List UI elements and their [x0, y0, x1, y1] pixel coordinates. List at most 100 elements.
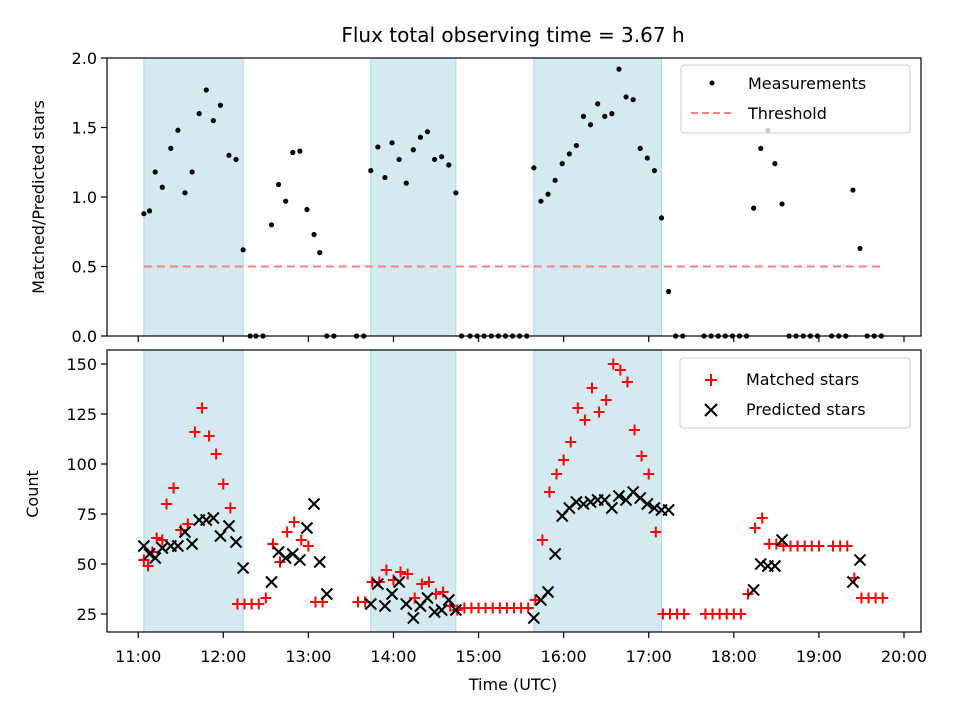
matched-star-point: [395, 566, 407, 578]
matched-star-point: [203, 430, 215, 442]
top-x-ticks: [137, 336, 905, 342]
predicted-star-point: [577, 497, 590, 511]
matched-star-point: [451, 604, 463, 616]
bottom-shaded-bands: [143, 349, 662, 633]
x-tick-label: 18:00: [711, 647, 757, 666]
measurement-point: [623, 94, 629, 100]
measurement-point: [146, 208, 153, 214]
measurement-point: [168, 145, 174, 151]
y-tick-label: 100: [66, 455, 97, 474]
measurement-points: [141, 66, 884, 339]
matched-star-point: [551, 468, 563, 480]
matched-star-points: [138, 358, 889, 620]
predicted-star-point: [853, 553, 867, 567]
measurement-point: [268, 222, 275, 228]
measurement-point: [382, 174, 388, 181]
shaded-band: [533, 57, 662, 337]
measurement-point: [410, 147, 416, 153]
predicted-star-point: [149, 551, 162, 565]
measurement-point: [297, 148, 303, 154]
measurement-point: [304, 206, 310, 213]
predicted-star-point: [442, 593, 455, 607]
matched-star-point: [260, 592, 272, 604]
x-tick-label: 11:00: [115, 647, 161, 666]
matched-star-point: [529, 594, 541, 606]
matched-star-point: [288, 516, 300, 528]
measurement-point: [431, 156, 438, 163]
y-tick-label: 0.5: [72, 258, 97, 277]
predicted-star-point: [178, 525, 192, 539]
matched-star-point: [274, 556, 286, 568]
legend-measurements-marker: [709, 80, 715, 86]
predicted-star-point: [279, 551, 292, 565]
matched-star-point: [138, 554, 150, 566]
measurement-point: [141, 211, 147, 217]
measurement-point: [317, 250, 323, 256]
predicted-star-point: [570, 495, 583, 509]
legend-predicted-label: Predicted stars: [746, 400, 866, 419]
measurement-point: [857, 245, 863, 252]
predicted-star-point: [143, 547, 156, 561]
predicted-star-point: [747, 583, 760, 597]
matched-star-point: [224, 502, 236, 514]
matched-star-point: [813, 540, 825, 552]
predicted-star-point: [229, 535, 243, 549]
predicted-star-point: [385, 587, 399, 601]
measurement-point: [651, 167, 657, 174]
measurement-point: [751, 205, 757, 211]
shaded-band: [143, 57, 244, 337]
predicted-star-point: [293, 553, 307, 567]
measurement-point: [368, 167, 374, 174]
measurement-point: [453, 190, 459, 196]
predicted-star-point: [171, 539, 185, 553]
matched-star-point: [579, 414, 591, 426]
x-tick-label: 13:00: [285, 647, 331, 666]
y-tick-label: 50: [77, 555, 97, 574]
measurement-point: [850, 187, 856, 193]
predicted-star-point: [407, 611, 420, 625]
bottom-y-axis-label: Count: [23, 470, 42, 518]
matched-star-point: [565, 436, 577, 448]
matched-star-point: [161, 498, 173, 510]
predicted-star-point: [548, 547, 562, 561]
measurement-point: [375, 144, 381, 150]
measurement-point: [552, 177, 558, 183]
measurement-point: [210, 117, 216, 124]
measurement-point: [403, 180, 409, 186]
legend-measurements-label: Measurements: [748, 74, 866, 93]
matched-star-point: [572, 402, 584, 414]
measurement-point: [630, 97, 636, 103]
predicted-star-point: [435, 603, 448, 617]
y-tick-label: 75: [77, 505, 97, 524]
shaded-band: [370, 57, 457, 337]
measurement-point: [182, 190, 188, 196]
matched-star-point: [756, 512, 768, 524]
measurement-point: [587, 122, 594, 128]
predicted-star-point: [320, 587, 334, 601]
measurement-point: [779, 201, 785, 207]
y-tick-label: 25: [77, 605, 97, 624]
matched-star-point: [586, 382, 598, 394]
bottom-x-ticks: 11:00 12:00 13:00 14:00 15:00 16:00 17:00 18:00…: [115, 632, 927, 666]
measurement-point: [566, 151, 572, 157]
measurement-point: [644, 155, 650, 161]
measurement-point: [290, 149, 296, 156]
measurement-point: [159, 184, 165, 190]
predicted-star-point: [371, 577, 385, 591]
predicted-star-point: [207, 511, 220, 525]
measurement-point: [417, 134, 424, 140]
measurement-point: [758, 145, 764, 151]
matched-star-point: [621, 376, 633, 388]
predicted-star-point: [428, 605, 441, 619]
matched-star-point: [302, 540, 314, 552]
top-y-ticks: 0.0 0.5 1.0 1.5 2.0: [72, 49, 107, 346]
matched-star-point: [182, 518, 194, 530]
matched-star-point: [678, 608, 690, 620]
matched-star-point: [142, 560, 154, 572]
predicted-star-point: [222, 519, 236, 533]
x-tick-label: 15:00: [455, 647, 501, 666]
y-tick-label: 150: [66, 355, 97, 374]
x-tick-label: 19:00: [796, 647, 842, 666]
measurement-point: [389, 140, 395, 146]
